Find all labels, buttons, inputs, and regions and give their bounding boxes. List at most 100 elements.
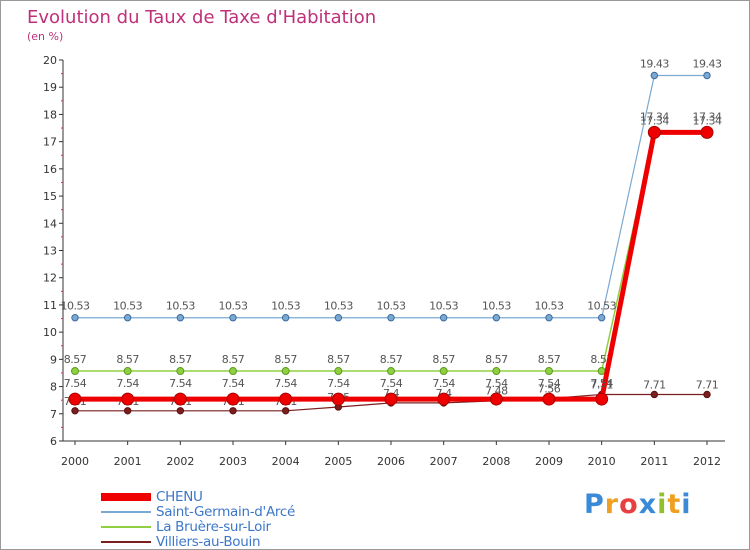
data-label-chenu: 7.54: [169, 377, 192, 390]
data-label-la-bru-re-sur-loir: 8.57: [169, 353, 192, 366]
chart-legend: CHENU Saint-Germain-d'Arcé La Bruère-sur…: [101, 488, 295, 550]
data-point-la-bru-re-sur-loir: [123, 367, 132, 376]
data-label-saint-germain-d-arc-: 10.53: [271, 300, 300, 313]
data-label-saint-germain-d-arc-: 10.53: [166, 300, 195, 313]
data-label-saint-germain-d-arc-: 10.53: [324, 300, 353, 313]
data-label-saint-germain-d-arc-: 10.53: [535, 300, 564, 313]
data-label-la-bru-re-sur-loir: 8.57: [327, 353, 350, 366]
data-label-la-bru-re-sur-loir: 8.57: [64, 353, 87, 366]
data-point-saint-germain-d-arc-: [229, 314, 237, 322]
y-tick-label: 16: [43, 163, 57, 176]
data-point-villiers-au-bouin: [176, 407, 185, 415]
data-label-la-bru-re-sur-loir: 8.57: [222, 353, 245, 366]
data-point-chenu: [384, 392, 398, 406]
data-label-saint-germain-d-arc-: 10.53: [587, 300, 616, 313]
x-tick-label: 2000: [61, 455, 89, 468]
legend-label-la-bruere: La Bruère-sur-Loir: [156, 518, 271, 535]
logo-letter: o: [619, 489, 639, 520]
logo-letter: i: [657, 489, 668, 520]
data-label-la-bru-re-sur-loir: 17.34: [640, 114, 669, 127]
data-label-chenu: 7.54: [485, 377, 508, 390]
data-label-villiers-au-bouin: 7.71: [696, 378, 719, 391]
data-point-la-bru-re-sur-loir: [545, 367, 553, 376]
data-label-la-bru-re-sur-loir: 8.57: [380, 353, 403, 366]
data-point-saint-germain-d-arc-: [703, 71, 711, 80]
data-point-la-bru-re-sur-loir: [229, 367, 237, 376]
data-label-la-bru-re-sur-loir: 17.34: [693, 114, 722, 127]
y-tick-label: 10: [43, 326, 57, 339]
logo-letter: x: [638, 489, 658, 520]
y-unit-label: (en %): [27, 30, 64, 43]
data-point-la-bru-re-sur-loir: [387, 367, 395, 376]
data-point-chenu: [68, 392, 82, 406]
data-label-saint-germain-d-arc-: 10.53: [482, 300, 511, 313]
data-label-chenu: 7.54: [116, 377, 139, 390]
data-point-chenu: [279, 392, 293, 406]
data-point-saint-germain-d-arc-: [545, 314, 553, 322]
data-point-chenu: [595, 392, 609, 406]
legend-item-villiers: Villiers-au-Bouin: [101, 533, 295, 550]
data-label-saint-germain-d-arc-: 10.53: [113, 300, 142, 313]
x-tick-label: 2002: [166, 455, 194, 468]
y-tick-label: 19: [43, 81, 57, 94]
legend-label-saint-germain: Saint-Germain-d'Arcé: [156, 503, 295, 520]
chart-title: Evolution du Taux de Taxe d'Habitation: [27, 7, 377, 28]
data-point-la-bru-re-sur-loir: [597, 367, 606, 376]
y-tick-label: 8: [50, 381, 57, 394]
data-point-chenu: [437, 392, 451, 406]
legend-label-villiers: Villiers-au-Bouin: [156, 533, 261, 550]
y-tick-label: 11: [43, 299, 57, 312]
data-point-la-bru-re-sur-loir: [71, 367, 79, 376]
data-point-villiers-au-bouin: [229, 407, 237, 415]
data-label-chenu: 17.34: [693, 110, 722, 123]
data-label-la-bru-re-sur-loir: 8.57: [538, 353, 561, 366]
data-point-saint-germain-d-arc-: [71, 314, 79, 322]
data-label-villiers-au-bouin: 7.56: [538, 383, 561, 396]
data-point-chenu: [489, 392, 503, 406]
data-label-saint-germain-d-arc-: 10.53: [219, 300, 248, 313]
legend-swatch-chenu: [101, 492, 151, 501]
data-point-saint-germain-d-arc-: [492, 314, 501, 322]
logo-letter: r: [604, 489, 620, 520]
data-point-villiers-au-bouin: [123, 407, 132, 415]
y-tick-label: 14: [43, 217, 57, 230]
x-tick-label: 2010: [588, 455, 616, 468]
data-label-saint-germain-d-arc-: 10.53: [61, 300, 90, 313]
data-label-chenu: 17.34: [640, 110, 669, 123]
data-point-villiers-au-bouin: [281, 407, 290, 415]
data-label-chenu: 7.54: [327, 377, 350, 390]
x-tick-label: 2009: [535, 455, 563, 468]
data-point-saint-germain-d-arc-: [123, 314, 132, 322]
legend-swatch-la-bruere: [101, 525, 151, 528]
x-tick-label: 2003: [219, 455, 247, 468]
legend-item-la-bruere: La Bruère-sur-Loir: [101, 518, 295, 535]
legend-swatch-saint-germain: [101, 510, 151, 513]
data-label-la-bru-re-sur-loir: 8.57: [485, 353, 508, 366]
data-label-chenu: 7.54: [380, 377, 403, 390]
x-tick-label: 2007: [430, 455, 458, 468]
data-point-saint-germain-d-arc-: [650, 71, 659, 80]
x-tick-label: 2011: [640, 455, 668, 468]
data-point-chenu: [700, 125, 714, 139]
y-tick-label: 6: [50, 435, 57, 448]
logo-letter: t: [667, 489, 682, 520]
y-tick-label: 13: [43, 245, 57, 258]
data-point-saint-germain-d-arc-: [281, 314, 290, 322]
data-point-la-bru-re-sur-loir: [439, 367, 448, 376]
data-label-saint-germain-d-arc-: 19.43: [640, 58, 669, 71]
y-tick-label: 18: [43, 108, 57, 121]
data-label-la-bru-re-sur-loir: 8.57: [116, 353, 139, 366]
legend-label-chenu: CHENU: [156, 488, 203, 505]
data-label-chenu: 7.54: [274, 377, 297, 390]
logo-letter: P: [584, 489, 605, 520]
logo-letter: i: [681, 489, 692, 520]
data-point-saint-germain-d-arc-: [439, 314, 448, 322]
data-point-chenu: [226, 392, 240, 406]
y-tick-label: 7: [50, 408, 57, 421]
data-point-la-bru-re-sur-loir: [176, 367, 185, 376]
data-label-saint-germain-d-arc-: 10.53: [377, 300, 406, 313]
data-label-la-bru-re-sur-loir: 8.57: [432, 353, 455, 366]
proxiti-logo: Proxiti: [584, 489, 692, 520]
